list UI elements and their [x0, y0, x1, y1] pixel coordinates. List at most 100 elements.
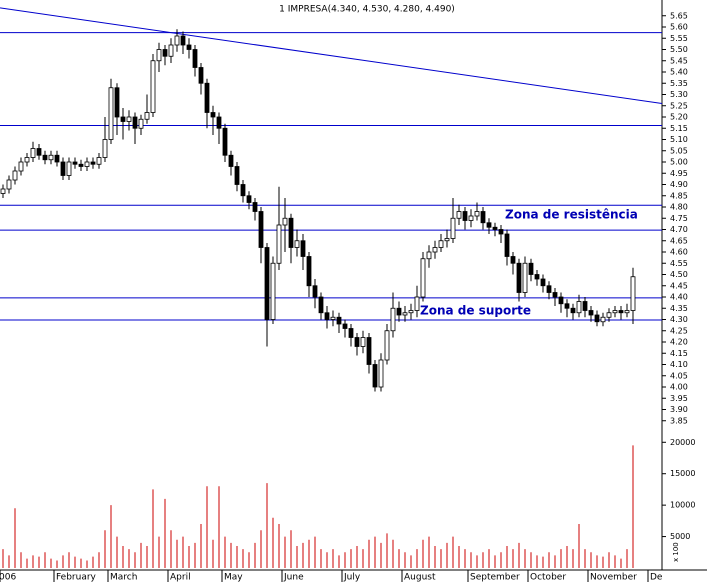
candle-body	[378, 359, 384, 388]
candle-body	[270, 262, 276, 320]
candle-body	[318, 296, 324, 314]
candle-body	[582, 301, 588, 311]
y-tick-label: 5.05	[670, 146, 688, 155]
candle-body	[114, 87, 120, 118]
candle-body	[588, 310, 594, 316]
y-tick-label: 4.75	[670, 214, 688, 223]
candle-body	[24, 157, 30, 163]
candle-body	[498, 229, 504, 235]
candle-body	[228, 154, 234, 167]
y-tick-label: 5.00	[670, 158, 688, 167]
annotation: Zona de resistência	[505, 208, 638, 222]
candle-body	[150, 60, 156, 113]
y-tick-label: 5.35	[670, 79, 688, 88]
candle-body	[366, 337, 372, 365]
x-tick-label: De	[650, 573, 663, 582]
y-tick-label: 4.80	[670, 203, 688, 212]
y-tick-label: 4.45	[670, 281, 688, 290]
y-tick-label: 4.10	[670, 360, 688, 369]
candle-body	[600, 316, 606, 323]
candle-body	[408, 310, 414, 314]
y-tick-label: 4.20	[670, 338, 688, 347]
candle-body	[222, 127, 228, 156]
candle-body	[216, 116, 222, 129]
candle-body	[288, 217, 294, 248]
candle-body	[90, 161, 96, 165]
candle-body	[18, 161, 24, 172]
candle-body	[570, 307, 576, 314]
y-tick-label: 4.30	[670, 315, 688, 324]
candle-body	[480, 211, 486, 224]
candle-body	[96, 157, 102, 165]
candle-body	[246, 195, 252, 203]
candle-body	[612, 310, 618, 314]
x-tick-label: November	[590, 573, 637, 582]
candle-body	[462, 211, 468, 221]
candle-body	[60, 161, 66, 176]
candle-body	[618, 310, 624, 314]
y-tick-label: 5.60	[670, 23, 688, 32]
y-tick-label: 4.60	[670, 248, 688, 257]
candle-body	[342, 323, 348, 329]
candle-body	[432, 247, 438, 253]
candle-body	[156, 49, 162, 62]
candle-body	[138, 118, 144, 129]
y-tick-label: 5.50	[670, 45, 688, 54]
candle-body	[84, 161, 90, 167]
candle-body	[354, 337, 360, 347]
y-tick-label: 3.95	[670, 394, 688, 403]
candle-body	[108, 87, 114, 140]
y-tick-label: 4.00	[670, 383, 688, 392]
candle-body	[630, 276, 636, 311]
candle-body	[456, 211, 462, 219]
candle-body	[48, 154, 54, 161]
candle-body	[66, 161, 72, 176]
candle-body	[312, 285, 318, 298]
candle-body	[492, 226, 498, 230]
y-tick-label: 4.95	[670, 169, 688, 178]
candle-body	[528, 262, 534, 275]
y-tick-label: 4.25	[670, 326, 688, 335]
y-tick-label: 4.65	[670, 236, 688, 245]
candle-body	[36, 148, 42, 156]
candle-body	[558, 296, 564, 305]
candle-body	[294, 240, 300, 248]
x-tick-label: March	[110, 573, 137, 582]
candle-body	[240, 184, 246, 197]
candle-body	[276, 224, 282, 264]
x-tick-label: June	[283, 573, 304, 582]
candle-body	[414, 296, 420, 311]
candle-body	[330, 316, 336, 320]
candle-body	[6, 179, 12, 190]
candle-body	[360, 337, 366, 347]
candle-body	[42, 154, 48, 161]
candle-body	[234, 166, 240, 185]
x-tick-label: October	[530, 573, 566, 582]
candle-body	[474, 211, 480, 217]
candle-body	[72, 161, 78, 165]
candle-body	[180, 35, 186, 46]
candle-body	[192, 49, 198, 68]
candle-body	[486, 222, 492, 228]
candle-body	[120, 116, 126, 122]
y-tick-label: 5.20	[670, 113, 688, 122]
candle-body	[102, 139, 108, 158]
candle-body	[144, 112, 150, 120]
candle-body	[444, 238, 450, 242]
chart-title: 1 IMPRESA(4.340, 4.530, 4.280, 4.490)	[279, 5, 455, 15]
y-tick-label: 5.15	[670, 124, 688, 133]
candle-body	[510, 256, 516, 264]
y-tick-label: 4.15	[670, 349, 688, 358]
candle-body	[450, 217, 456, 239]
candle-body	[186, 44, 192, 50]
candle-body	[324, 312, 330, 320]
annotation: Zona de suporte	[420, 304, 531, 318]
x-tick-label: May	[224, 573, 243, 582]
volume-unit: x 100	[672, 542, 680, 562]
candle-body	[348, 328, 354, 338]
candle-body	[126, 116, 132, 122]
candle-body	[204, 82, 210, 113]
candle-body	[576, 301, 582, 314]
candle-body	[306, 256, 312, 287]
